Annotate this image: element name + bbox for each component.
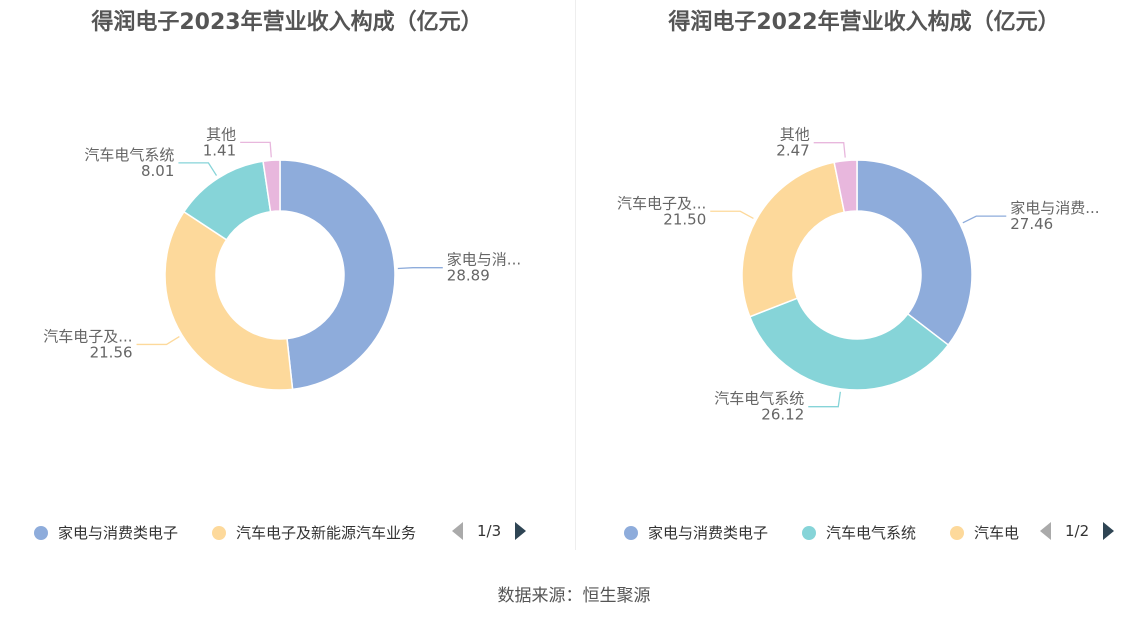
donut-slice[interactable] xyxy=(748,297,950,391)
legend-pager: 1/2 xyxy=(1040,522,1115,540)
donut-slice[interactable] xyxy=(856,159,973,347)
slice-value-label: 1.41 xyxy=(203,141,236,159)
leader-line xyxy=(808,391,842,408)
donut-slice[interactable] xyxy=(279,159,396,391)
legend-page-indicator: 1/2 xyxy=(1065,522,1090,540)
legend-item[interactable]: 汽车电气系统 xyxy=(802,522,916,543)
slice-label: 汽车电子及... xyxy=(617,194,706,212)
legend-next-arrow-icon[interactable] xyxy=(1103,522,1115,540)
leader-line xyxy=(178,162,218,176)
legend-pager: 1/3 xyxy=(452,522,527,540)
slice-value-label: 21.50 xyxy=(663,210,706,228)
slice-label: 家电与消... xyxy=(447,251,521,269)
slice-value-label: 2.47 xyxy=(776,142,809,160)
slice-label: 汽车电气系统 xyxy=(84,146,174,164)
legend-item[interactable]: 汽车电 xyxy=(950,522,1019,543)
slice-label: 其他 xyxy=(780,126,810,144)
legend-page-indicator: 1/3 xyxy=(477,522,502,540)
chart-title: 得润电子2023年营业收入构成（亿元） xyxy=(91,10,483,35)
slice-value-label: 21.56 xyxy=(90,343,133,361)
legend-prev-arrow-icon[interactable] xyxy=(1040,522,1051,540)
slice-value-label: 27.46 xyxy=(1010,215,1053,233)
legend: 家电与消费类电子 汽车电气系统 汽车电 1/2 xyxy=(577,518,1148,546)
slice-value-label: 28.89 xyxy=(447,267,490,285)
leader-line xyxy=(397,267,443,270)
data-source-note: 数据来源：恒生聚源 xyxy=(497,586,651,606)
leader-line xyxy=(136,336,180,346)
legend-item[interactable]: 家电与消费类电子 xyxy=(34,522,178,543)
legend-marker xyxy=(950,525,964,540)
slice-label: 其他 xyxy=(206,125,236,143)
slice-label: 汽车电气系统 xyxy=(714,390,804,408)
slice-label: 汽车电子及... xyxy=(43,327,132,345)
leader-line xyxy=(710,210,754,220)
legend-label: 汽车电气系统 xyxy=(826,524,917,542)
leader-line xyxy=(962,215,1007,224)
donut-slice[interactable] xyxy=(741,161,846,318)
legend-next-arrow-icon[interactable] xyxy=(515,522,527,540)
slice-value-label: 26.12 xyxy=(761,406,804,424)
legend-marker xyxy=(212,525,226,540)
legend-label: 汽车电子及新能源汽车业务 xyxy=(236,524,417,542)
panel-divider xyxy=(575,0,576,550)
chart-title: 得润电子2022年营业收入构成（亿元） xyxy=(668,10,1060,35)
legend-marker xyxy=(802,525,816,540)
donut-slice[interactable] xyxy=(164,210,294,391)
chart-panel-2023: 得润电子2023年营业收入构成（亿元） 家电与消... 28.89 汽车电子及...… xyxy=(0,0,574,560)
legend-label: 汽车电 xyxy=(974,524,1020,542)
donut-slice[interactable] xyxy=(262,159,281,213)
chart-panel-2022: 得润电子2022年营业收入构成（亿元） 家电与消费... 27.46 汽车电气系统 2… xyxy=(577,0,1148,560)
legend: 家电与消费类电子 汽车电子及新能源汽车业务 1/3 xyxy=(0,518,574,546)
slice-label: 家电与消费... xyxy=(1010,199,1099,217)
slice-value-label: 8.01 xyxy=(141,162,174,180)
leader-line xyxy=(240,141,272,158)
legend-item[interactable]: 家电与消费类电子 xyxy=(624,522,768,543)
leader-line xyxy=(813,142,846,158)
legend-item[interactable]: 汽车电子及新能源汽车业务 xyxy=(212,522,416,543)
legend-label: 家电与消费类电子 xyxy=(58,524,179,542)
legend-label: 家电与消费类电子 xyxy=(648,524,769,542)
legend-marker xyxy=(624,525,638,540)
legend-prev-arrow-icon[interactable] xyxy=(452,522,463,540)
donut-slice[interactable] xyxy=(833,159,858,214)
legend-marker xyxy=(34,525,48,540)
